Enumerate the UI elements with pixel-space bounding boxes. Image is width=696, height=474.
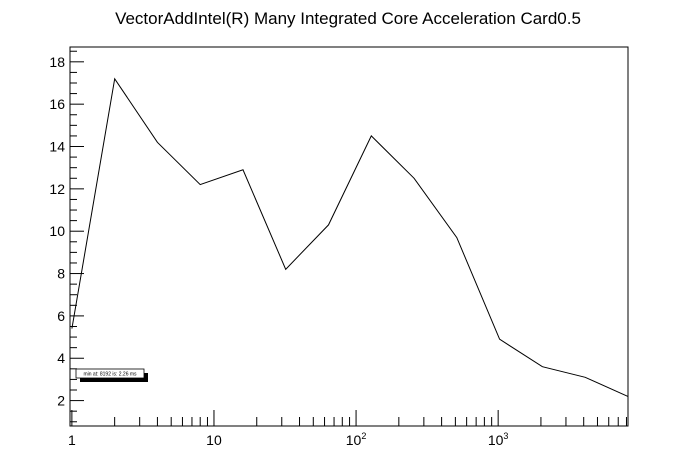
y-tick-label: 14: [49, 139, 65, 155]
x-tick-label: 103: [488, 431, 509, 448]
x-axis: 1 10 102 103: [68, 410, 627, 448]
x-tick-label: 1: [68, 432, 76, 448]
y-tick-label: 16: [49, 96, 65, 112]
y-tick-label: 4: [57, 350, 65, 366]
chart-title: VectorAddIntel(R) Many Integrated Core A…: [115, 9, 581, 28]
x-tick-label: 102: [346, 431, 367, 448]
x-tick-label: 10: [206, 432, 222, 448]
y-tick-label: 18: [49, 54, 65, 70]
plot-frame: [69, 46, 629, 427]
y-tick-label: 2: [57, 393, 65, 409]
y-axis: 2 4 6 8 10 12 14 16 18: [49, 50, 84, 423]
y-tick-label: 6: [57, 308, 65, 324]
annotation-text: min at: 8192 is: 2.26 ms: [83, 372, 137, 378]
y-tick-label: 10: [49, 223, 65, 239]
annotation-box: min at: 8192 is: 2.26 ms: [75, 368, 148, 382]
series-line: [71, 77, 629, 397]
y-tick-label: 12: [49, 181, 65, 197]
y-tick-label: 8: [57, 266, 65, 282]
